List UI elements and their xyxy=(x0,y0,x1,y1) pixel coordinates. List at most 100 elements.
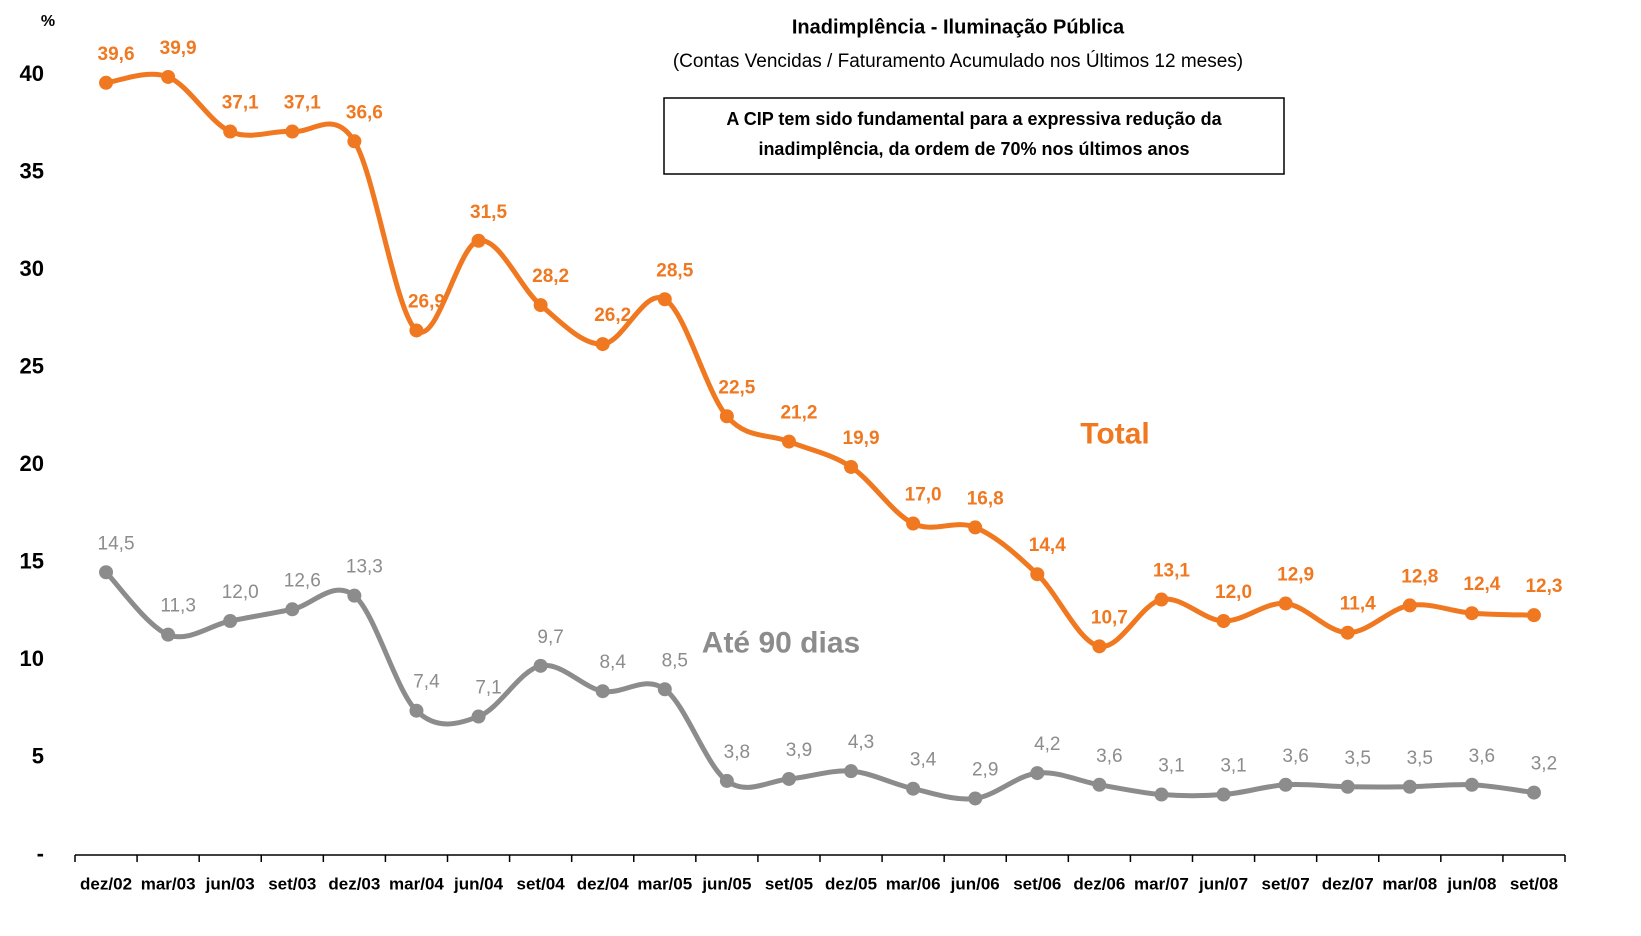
x-tick-label: jun/05 xyxy=(701,874,751,893)
point xyxy=(1464,606,1479,621)
point xyxy=(533,298,548,313)
point xyxy=(1526,608,1541,623)
value-label: 4,3 xyxy=(848,732,874,753)
value-label: 39,6 xyxy=(98,44,135,65)
value-label: 26,2 xyxy=(594,305,631,326)
chart-title: Inadimplência - Iluminação Pública xyxy=(792,16,1125,38)
value-label: 31,5 xyxy=(470,202,507,223)
x-tick-label: mar/07 xyxy=(1134,874,1189,893)
value-label: 36,6 xyxy=(346,102,383,123)
value-label: 3,6 xyxy=(1469,746,1495,767)
point xyxy=(1526,785,1541,800)
point xyxy=(471,233,486,248)
y-tick-label: 35 xyxy=(20,158,44,183)
point xyxy=(906,516,921,531)
point xyxy=(1216,614,1231,628)
point xyxy=(906,781,921,796)
value-label: 13,1 xyxy=(1153,561,1190,582)
point xyxy=(1464,777,1479,792)
y-tick-label: 40 xyxy=(20,61,44,86)
x-tick-label: dez/03 xyxy=(328,874,380,893)
point xyxy=(781,434,796,449)
value-label: 26,9 xyxy=(408,291,445,312)
value-label: 16,8 xyxy=(967,488,1004,509)
y-axis-label: % xyxy=(41,13,55,30)
x-tick-label: mar/05 xyxy=(637,874,692,893)
point xyxy=(1278,777,1293,792)
y-tick-label: 25 xyxy=(20,353,44,378)
point xyxy=(844,764,859,779)
value-label: 14,5 xyxy=(98,533,135,554)
point xyxy=(1092,777,1107,792)
value-label: 37,1 xyxy=(222,93,259,114)
point xyxy=(657,292,672,307)
point xyxy=(1278,596,1293,611)
point xyxy=(968,520,983,535)
x-tick-label: dez/04 xyxy=(577,874,630,893)
point xyxy=(99,75,114,90)
value-label: 7,1 xyxy=(475,678,501,699)
point xyxy=(161,69,176,84)
x-tick-label: dez/07 xyxy=(1322,874,1374,893)
point xyxy=(223,124,238,139)
value-label: 2,9 xyxy=(972,759,998,780)
point xyxy=(1030,567,1045,582)
annotation-box xyxy=(663,97,1285,175)
x-tick-label: jun/04 xyxy=(453,874,504,893)
x-tick-label: set/05 xyxy=(765,874,813,893)
value-label: 3,9 xyxy=(786,740,812,761)
point xyxy=(471,709,486,724)
annotation: A CIP tem sido fundamental para a expres… xyxy=(726,109,1222,129)
value-label: 39,9 xyxy=(160,38,197,59)
point xyxy=(347,134,362,149)
x-tick-label: jun/07 xyxy=(1198,874,1248,893)
value-label: 22,5 xyxy=(718,377,755,398)
series-label: Até 90 dias xyxy=(702,626,860,659)
value-label: 21,2 xyxy=(780,403,817,424)
x-tick-label: mar/08 xyxy=(1382,874,1437,893)
point xyxy=(533,658,548,673)
series-line xyxy=(104,570,1535,802)
point xyxy=(719,773,734,788)
value-label: 10,7 xyxy=(1091,607,1128,628)
series-label: Total xyxy=(1080,418,1149,451)
point xyxy=(657,682,672,697)
point xyxy=(719,409,734,424)
x-tick-label: set/03 xyxy=(268,874,316,893)
y-tick-label: 5 xyxy=(32,743,44,768)
value-label: 9,7 xyxy=(537,627,563,648)
x-tick-label: set/04 xyxy=(517,874,566,893)
value-label: 3,5 xyxy=(1344,748,1370,769)
value-label: 3,6 xyxy=(1282,746,1308,767)
point xyxy=(347,588,362,603)
value-label: 12,4 xyxy=(1463,574,1500,595)
y-tick-label: 15 xyxy=(20,548,44,573)
point xyxy=(99,565,114,580)
value-label: 11,3 xyxy=(160,596,196,617)
x-tick-label: dez/02 xyxy=(80,874,132,893)
point xyxy=(781,771,796,786)
point xyxy=(1154,787,1169,802)
x-tick-label: set/07 xyxy=(1262,874,1310,893)
value-label: 3,4 xyxy=(910,750,937,771)
value-label: 11,4 xyxy=(1340,594,1376,615)
point xyxy=(1030,766,1045,781)
annotation: inadimplência, da ordem de 70% nos últim… xyxy=(758,139,1189,159)
value-label: 3,1 xyxy=(1220,756,1246,777)
x-tick-label: jun/06 xyxy=(950,874,1000,893)
value-label: 3,2 xyxy=(1531,754,1557,775)
point xyxy=(595,684,610,699)
value-label: 14,4 xyxy=(1029,535,1066,556)
value-label: 3,5 xyxy=(1407,748,1433,769)
point xyxy=(1402,779,1417,794)
value-label: 3,8 xyxy=(724,742,750,763)
x-tick-label: jun/03 xyxy=(205,874,255,893)
y-tick-label: 10 xyxy=(20,646,44,671)
value-label: 8,5 xyxy=(662,650,688,671)
point xyxy=(285,124,300,139)
x-tick-label: mar/06 xyxy=(886,874,941,893)
point xyxy=(844,459,859,474)
value-label: 37,1 xyxy=(284,93,321,114)
